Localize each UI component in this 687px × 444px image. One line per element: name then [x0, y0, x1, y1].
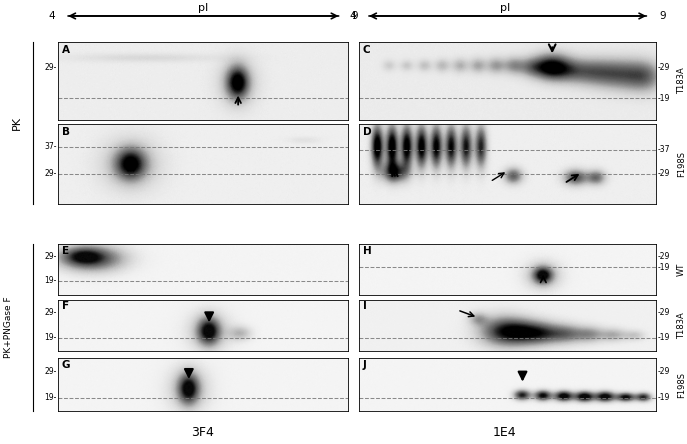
- Text: -19: -19: [657, 333, 670, 342]
- Text: -29: -29: [657, 308, 670, 317]
- Text: pI: pI: [500, 3, 510, 13]
- Text: C: C: [363, 44, 370, 55]
- Text: 3F4: 3F4: [191, 426, 214, 439]
- Text: B: B: [62, 127, 70, 137]
- Text: T183A: T183A: [677, 312, 686, 339]
- Text: I: I: [363, 301, 367, 311]
- Text: 19-: 19-: [45, 333, 57, 342]
- Text: WT: WT: [677, 263, 686, 276]
- Text: -29: -29: [657, 63, 670, 71]
- Text: 4: 4: [349, 11, 356, 20]
- Text: H: H: [363, 246, 372, 256]
- Text: 29-: 29-: [45, 367, 57, 376]
- Text: 29-: 29-: [45, 308, 57, 317]
- Text: 29-: 29-: [45, 253, 57, 262]
- Text: J: J: [363, 360, 367, 370]
- Text: F198S: F198S: [677, 372, 686, 397]
- Text: F: F: [62, 301, 69, 311]
- Text: 29-: 29-: [45, 63, 57, 71]
- Text: 9: 9: [660, 11, 666, 20]
- Text: -37: -37: [657, 145, 670, 155]
- Text: E: E: [62, 246, 69, 256]
- Text: PK: PK: [12, 116, 22, 130]
- Text: -29: -29: [657, 253, 670, 262]
- Text: -19: -19: [657, 393, 670, 402]
- Text: 4: 4: [48, 11, 55, 20]
- Text: 19-: 19-: [45, 393, 57, 402]
- Text: 29-: 29-: [45, 169, 57, 178]
- Text: 9: 9: [352, 11, 359, 20]
- Text: F198S: F198S: [677, 151, 686, 177]
- Text: -29: -29: [657, 367, 670, 376]
- Text: A: A: [62, 44, 70, 55]
- Text: -19: -19: [657, 94, 670, 103]
- Text: -19: -19: [657, 263, 670, 272]
- Text: T183A: T183A: [677, 67, 686, 95]
- Text: 37-: 37-: [45, 142, 57, 151]
- Text: PK+PNGase F: PK+PNGase F: [3, 297, 13, 358]
- Text: G: G: [62, 360, 70, 370]
- Text: -29: -29: [657, 169, 670, 178]
- Text: 19-: 19-: [45, 277, 57, 285]
- Text: D: D: [363, 127, 372, 137]
- Text: pI: pI: [198, 3, 207, 13]
- Text: 1E4: 1E4: [493, 426, 517, 439]
